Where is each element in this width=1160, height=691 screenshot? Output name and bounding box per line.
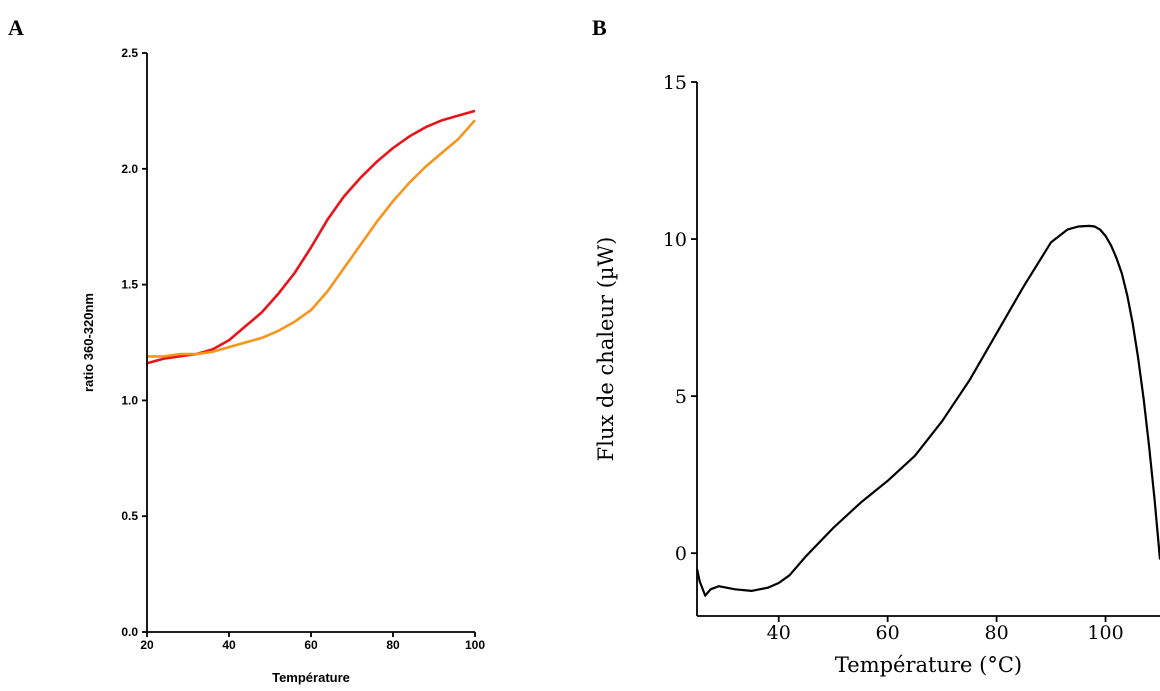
y-tick-label: 2.5 xyxy=(121,46,138,60)
y-tick-label: 0.0 xyxy=(121,625,138,639)
x-tick-label: 100 xyxy=(465,638,485,652)
y-tick-label: 1.0 xyxy=(121,393,138,407)
x-axis-title: Température (°C) xyxy=(835,653,1022,677)
series-line-1 xyxy=(695,224,1160,597)
x-tick-label: 20 xyxy=(140,638,154,652)
x-tick-label: 60 xyxy=(304,638,318,652)
y-tick-label: 2.0 xyxy=(121,162,138,176)
chart-a: 20 40 60 80 100 0.0 0.5 1.0 1.5 2.0 2.5 Température… xyxy=(81,46,485,685)
y-tick-label: 0.5 xyxy=(121,509,138,523)
y-axis-title: Flux de chaleur (µW) xyxy=(594,237,618,462)
y-tick-label: 15 xyxy=(663,72,687,94)
y-axis-title: ratio 360-320nm xyxy=(81,293,96,392)
x-tick-label: 40 xyxy=(767,622,791,644)
panel-a-letter: A xyxy=(8,15,24,40)
series-line-2 xyxy=(147,119,476,358)
chart-b: 40 60 80 100 0 5 10 15 Température (°C) Flux de c… xyxy=(594,72,1160,677)
x-axis-title: Température xyxy=(272,670,350,685)
y-tick-label: 0 xyxy=(675,543,687,565)
x-tick-label: 60 xyxy=(876,622,900,644)
x-tick-label: 100 xyxy=(1087,622,1123,644)
x-tick-label: 40 xyxy=(222,638,236,652)
y-tick-label: 10 xyxy=(663,229,687,251)
series-line-1 xyxy=(146,109,476,365)
panel-b-letter: B xyxy=(592,15,607,40)
x-tick-label: 80 xyxy=(984,622,1008,644)
y-tick-label: 1.5 xyxy=(121,278,138,292)
y-tick-label: 5 xyxy=(675,386,687,408)
x-tick-label: 80 xyxy=(386,638,400,652)
